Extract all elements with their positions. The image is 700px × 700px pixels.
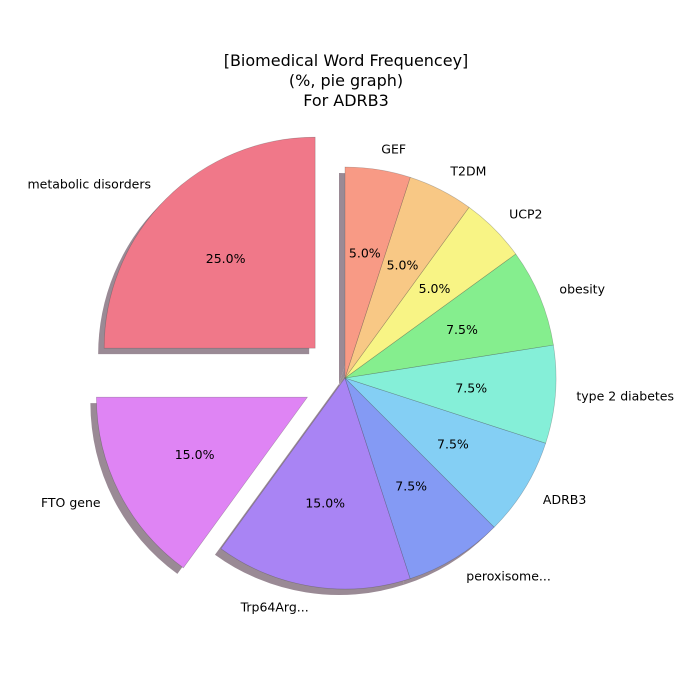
pie-slice-obesity (344, 253, 554, 379)
pie-slice-t2dm (344, 176, 470, 379)
slice-label-obesity: obesity (559, 282, 605, 297)
pie-slice-gef (344, 166, 411, 379)
pie-slices (96, 136, 557, 590)
slice-label-t2dm: T2DM (449, 164, 486, 179)
slice-percent-adrb3: 7.5% (437, 437, 469, 452)
slice-label-gef: GEF (381, 141, 406, 156)
pie-slice-trp64arg (220, 377, 411, 590)
chart-title-line-2: (%, pie graph) (289, 71, 403, 90)
slice-percent-ucp2: 5.0% (419, 281, 451, 296)
pie-slice-adrb3 (344, 377, 547, 528)
slice-label-ucp2: UCP2 (509, 206, 542, 221)
slice-percent-metabolic-disorders: 25.0% (206, 251, 246, 266)
slice-label-trp64arg: Trp64Arg... (240, 600, 309, 615)
chart-title-line-3: For ADRB3 (303, 91, 389, 110)
pie-slice-metabolic-disorders (103, 136, 316, 349)
slice-percent-type-2-diabetes: 7.5% (455, 380, 487, 395)
slice-percent-peroxisome: 7.5% (395, 478, 427, 493)
slice-label-adrb3: ADRB3 (543, 492, 586, 507)
slice-label-type-2-diabetes: type 2 diabetes (576, 389, 674, 404)
slice-label-metabolic-disorders: metabolic disorders (27, 177, 151, 192)
pie-slice-ucp2 (344, 206, 517, 379)
pie-slice-type-2-diabetes (344, 344, 557, 444)
pie-labels: metabolic disorders 25.0% FTO gene 15.0% Trp… (27, 141, 674, 614)
slice-percent-fto-gene: 15.0% (175, 447, 215, 462)
slice-percent-trp64arg: 15.0% (305, 496, 345, 511)
pie-slice-peroxisome (344, 377, 495, 580)
slice-label-peroxisome: peroxisome... (466, 568, 551, 583)
pie-slice-fto-gene (96, 396, 308, 569)
chart-title-line-1: [Biomedical Word Frequencey] (224, 51, 469, 70)
slice-percent-obesity: 7.5% (446, 322, 478, 337)
slice-label-fto-gene: FTO gene (41, 495, 101, 510)
slice-percent-t2dm: 5.0% (387, 258, 419, 273)
slice-percent-gef: 5.0% (349, 245, 381, 260)
